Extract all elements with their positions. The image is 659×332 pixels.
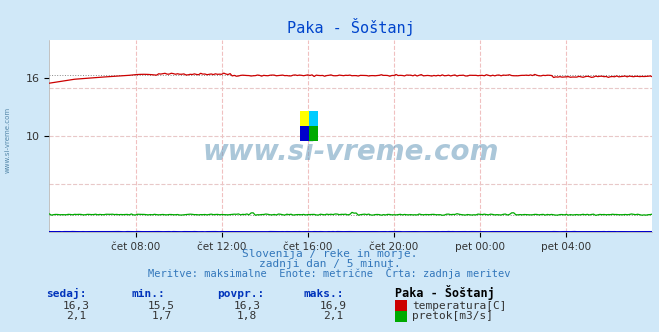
Text: maks.:: maks.: (303, 289, 343, 299)
Text: min.:: min.: (132, 289, 165, 299)
Text: Meritve: maksimalne  Enote: metrične  Črta: zadnja meritev: Meritve: maksimalne Enote: metrične Črta… (148, 267, 511, 279)
Bar (300, 111, 309, 126)
Text: 1,7: 1,7 (152, 311, 171, 321)
Text: Slovenija / reke in morje.: Slovenija / reke in morje. (242, 249, 417, 259)
Text: sedaj:: sedaj: (46, 288, 86, 299)
Bar (300, 126, 309, 141)
Bar (309, 126, 318, 141)
Text: 16,3: 16,3 (234, 301, 260, 311)
Bar (309, 111, 318, 126)
Text: Paka - Šoštanj: Paka - Šoštanj (395, 285, 495, 300)
Text: 15,5: 15,5 (148, 301, 175, 311)
Text: zadnji dan / 5 minut.: zadnji dan / 5 minut. (258, 259, 401, 269)
Text: pretok[m3/s]: pretok[m3/s] (412, 311, 493, 321)
Text: www.si-vreme.com: www.si-vreme.com (5, 106, 11, 173)
Text: 16,9: 16,9 (320, 301, 346, 311)
Title: Paka - Šoštanj: Paka - Šoštanj (287, 18, 415, 36)
Text: 2,1: 2,1 (66, 311, 86, 321)
Text: 1,8: 1,8 (237, 311, 257, 321)
Text: 2,1: 2,1 (323, 311, 343, 321)
Text: 16,3: 16,3 (63, 301, 89, 311)
Text: www.si-vreme.com: www.si-vreme.com (203, 137, 499, 166)
Text: temperatura[C]: temperatura[C] (412, 301, 506, 311)
Text: povpr.:: povpr.: (217, 289, 265, 299)
